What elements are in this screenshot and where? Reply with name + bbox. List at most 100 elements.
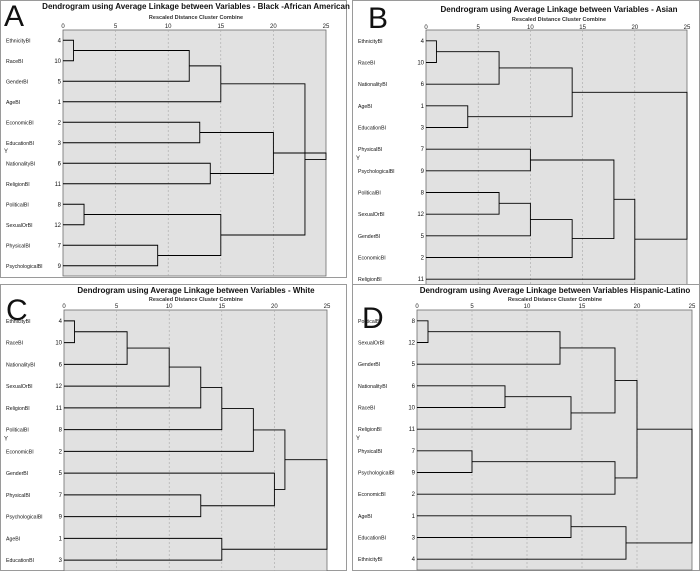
leaf-number: 3 bbox=[58, 141, 62, 147]
x-tick-label: 20 bbox=[634, 304, 641, 310]
leaf-number: 5 bbox=[421, 234, 425, 240]
leaf-number: 12 bbox=[54, 223, 61, 229]
leaf-label: SexualOrBI bbox=[358, 341, 385, 347]
x-axis-title: Rescaled Distance Cluster Combine bbox=[508, 297, 602, 303]
leaf-number: 4 bbox=[421, 39, 425, 45]
leaf-number: 12 bbox=[55, 384, 62, 390]
leaf-label: ReligionBI bbox=[358, 427, 382, 433]
leaf-number: 11 bbox=[55, 182, 62, 188]
leaf-label: NationalityBI bbox=[6, 362, 35, 368]
dendrogram-link bbox=[221, 459, 328, 550]
leaf-label: EthnicityBI bbox=[6, 38, 31, 44]
leaf-number: 1 bbox=[58, 100, 62, 106]
leaf-number: 5 bbox=[59, 471, 63, 477]
leaf-number: 2 bbox=[59, 449, 63, 455]
leaf-label: PhysicalBI bbox=[358, 449, 382, 455]
leaf-label: SexualOrBI bbox=[358, 212, 385, 218]
dendrogram-link bbox=[626, 428, 693, 544]
x-tick-label: 10 bbox=[527, 25, 534, 31]
leaf-number: 12 bbox=[417, 212, 424, 218]
x-axis-title: Rescaled Distance Cluster Combine bbox=[149, 297, 243, 303]
leaf-label: RaceBI bbox=[358, 406, 375, 412]
leaf-number: 10 bbox=[54, 59, 61, 65]
x-tick-label: 20 bbox=[271, 304, 278, 310]
x-tick-label: 5 bbox=[477, 25, 481, 31]
leaf-label: PoliticalBI bbox=[358, 191, 381, 197]
x-tick-label: 20 bbox=[270, 24, 277, 30]
leaf-label: EducationBI bbox=[6, 558, 34, 564]
leaf-number: 8 bbox=[412, 319, 416, 325]
leaf-label: EconomicBI bbox=[6, 120, 34, 126]
chart-title: Dendrogram using Average Linkage between… bbox=[42, 2, 350, 11]
leaf-number: 10 bbox=[408, 406, 415, 412]
plot-area bbox=[63, 309, 328, 571]
x-tick-label: 25 bbox=[324, 304, 331, 310]
leaf-number: 9 bbox=[412, 471, 416, 477]
leaf-number: 9 bbox=[421, 169, 425, 175]
leaf-number: 7 bbox=[59, 493, 63, 499]
leaf-label: ReligionBI bbox=[6, 406, 30, 412]
y-axis-title: Y bbox=[4, 149, 8, 155]
leaf-label: PsychologicalBI bbox=[358, 169, 395, 175]
leaf-number: 12 bbox=[408, 341, 415, 347]
leaf-label: PsychologicalBI bbox=[358, 471, 395, 477]
dendrogram-link bbox=[467, 67, 573, 118]
x-tick-label: 20 bbox=[631, 25, 638, 31]
leaf-label: EthnicityBI bbox=[358, 557, 383, 563]
leaf-number: 4 bbox=[58, 38, 62, 44]
leaf-label: AgeBI bbox=[358, 514, 372, 520]
leaf-number: 2 bbox=[421, 256, 425, 262]
leaf-label: AgeBI bbox=[6, 536, 20, 542]
leaf-number: 2 bbox=[58, 120, 62, 126]
leaf-label: RaceBI bbox=[358, 61, 375, 67]
leaf-label: GenderBI bbox=[6, 79, 28, 85]
leaf-number: 1 bbox=[421, 104, 425, 110]
leaf-label: EconomicBI bbox=[358, 256, 386, 262]
x-tick-label: 5 bbox=[115, 304, 119, 310]
chart-title: Dendrogram using Average Linkage between… bbox=[77, 286, 315, 295]
plot-area bbox=[416, 309, 693, 571]
chart-title: Dendrogram using Average Linkage between… bbox=[441, 5, 678, 14]
x-tick-label: 10 bbox=[165, 24, 172, 30]
leaf-number: 8 bbox=[58, 202, 62, 208]
x-tick-label: 0 bbox=[424, 25, 428, 31]
leaf-label: GenderBI bbox=[358, 234, 380, 240]
panel-letter: B bbox=[368, 2, 388, 35]
leaf-label: GenderBI bbox=[6, 471, 28, 477]
dendrogram-link bbox=[426, 219, 573, 258]
leaf-label: EconomicBI bbox=[6, 449, 34, 455]
leaf-label: PsychologicalBI bbox=[6, 264, 43, 270]
leaf-label: GenderBI bbox=[358, 362, 380, 368]
leaf-number: 10 bbox=[55, 341, 62, 347]
leaf-label: SexualOrBI bbox=[6, 384, 33, 390]
x-tick-label: 0 bbox=[61, 24, 65, 30]
leaf-label: PhysicalBI bbox=[6, 243, 30, 249]
leaf-label: EthnicityBI bbox=[358, 39, 383, 45]
x-tick-label: 15 bbox=[218, 304, 225, 310]
leaf-number: 3 bbox=[412, 536, 416, 542]
leaf-number: 8 bbox=[421, 191, 425, 197]
x-tick-label: 5 bbox=[470, 304, 474, 310]
leaf-label: RaceBI bbox=[6, 341, 23, 347]
leaf-number: 7 bbox=[421, 147, 425, 153]
x-tick-label: 15 bbox=[217, 24, 224, 30]
leaf-number: 7 bbox=[58, 243, 62, 249]
y-axis-title: Y bbox=[356, 156, 360, 162]
leaf-number: 3 bbox=[59, 558, 63, 564]
leaf-number: 4 bbox=[59, 319, 63, 325]
x-axis-title: Rescaled Distance Cluster Combine bbox=[512, 17, 606, 23]
dendrogram-link bbox=[572, 91, 688, 240]
leaf-number: 11 bbox=[418, 277, 425, 283]
leaf-label: NationalityBI bbox=[358, 384, 387, 390]
leaf-label: ReligionBI bbox=[358, 277, 382, 283]
leaf-label: AgeBI bbox=[6, 100, 20, 106]
leaf-number: 8 bbox=[59, 428, 63, 434]
x-tick-label: 10 bbox=[524, 304, 531, 310]
leaf-label: PoliticalBI bbox=[358, 319, 381, 325]
leaf-label: PhysicalBI bbox=[6, 493, 30, 499]
y-axis-title: Y bbox=[4, 437, 8, 443]
panel-letter: D bbox=[362, 302, 384, 335]
leaf-label: EducationBI bbox=[358, 536, 386, 542]
leaf-number: 2 bbox=[412, 492, 416, 498]
